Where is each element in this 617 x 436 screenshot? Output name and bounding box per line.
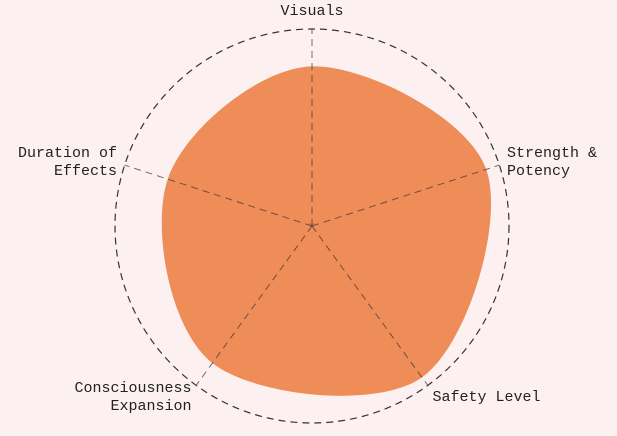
axis-label: Duration of Effects <box>18 144 118 180</box>
axis-label: Consciousness Expansion <box>74 379 192 415</box>
axis-label: Strength & Potency <box>506 144 597 180</box>
axis-line <box>124 164 313 227</box>
axis-line <box>195 225 313 386</box>
radar-area <box>161 66 492 396</box>
axis-label: Safety Level <box>432 388 541 406</box>
axis-label: Visuals <box>280 3 344 20</box>
axis-line <box>311 164 500 227</box>
axis-line <box>311 225 429 386</box>
center-mark: * <box>308 221 316 237</box>
